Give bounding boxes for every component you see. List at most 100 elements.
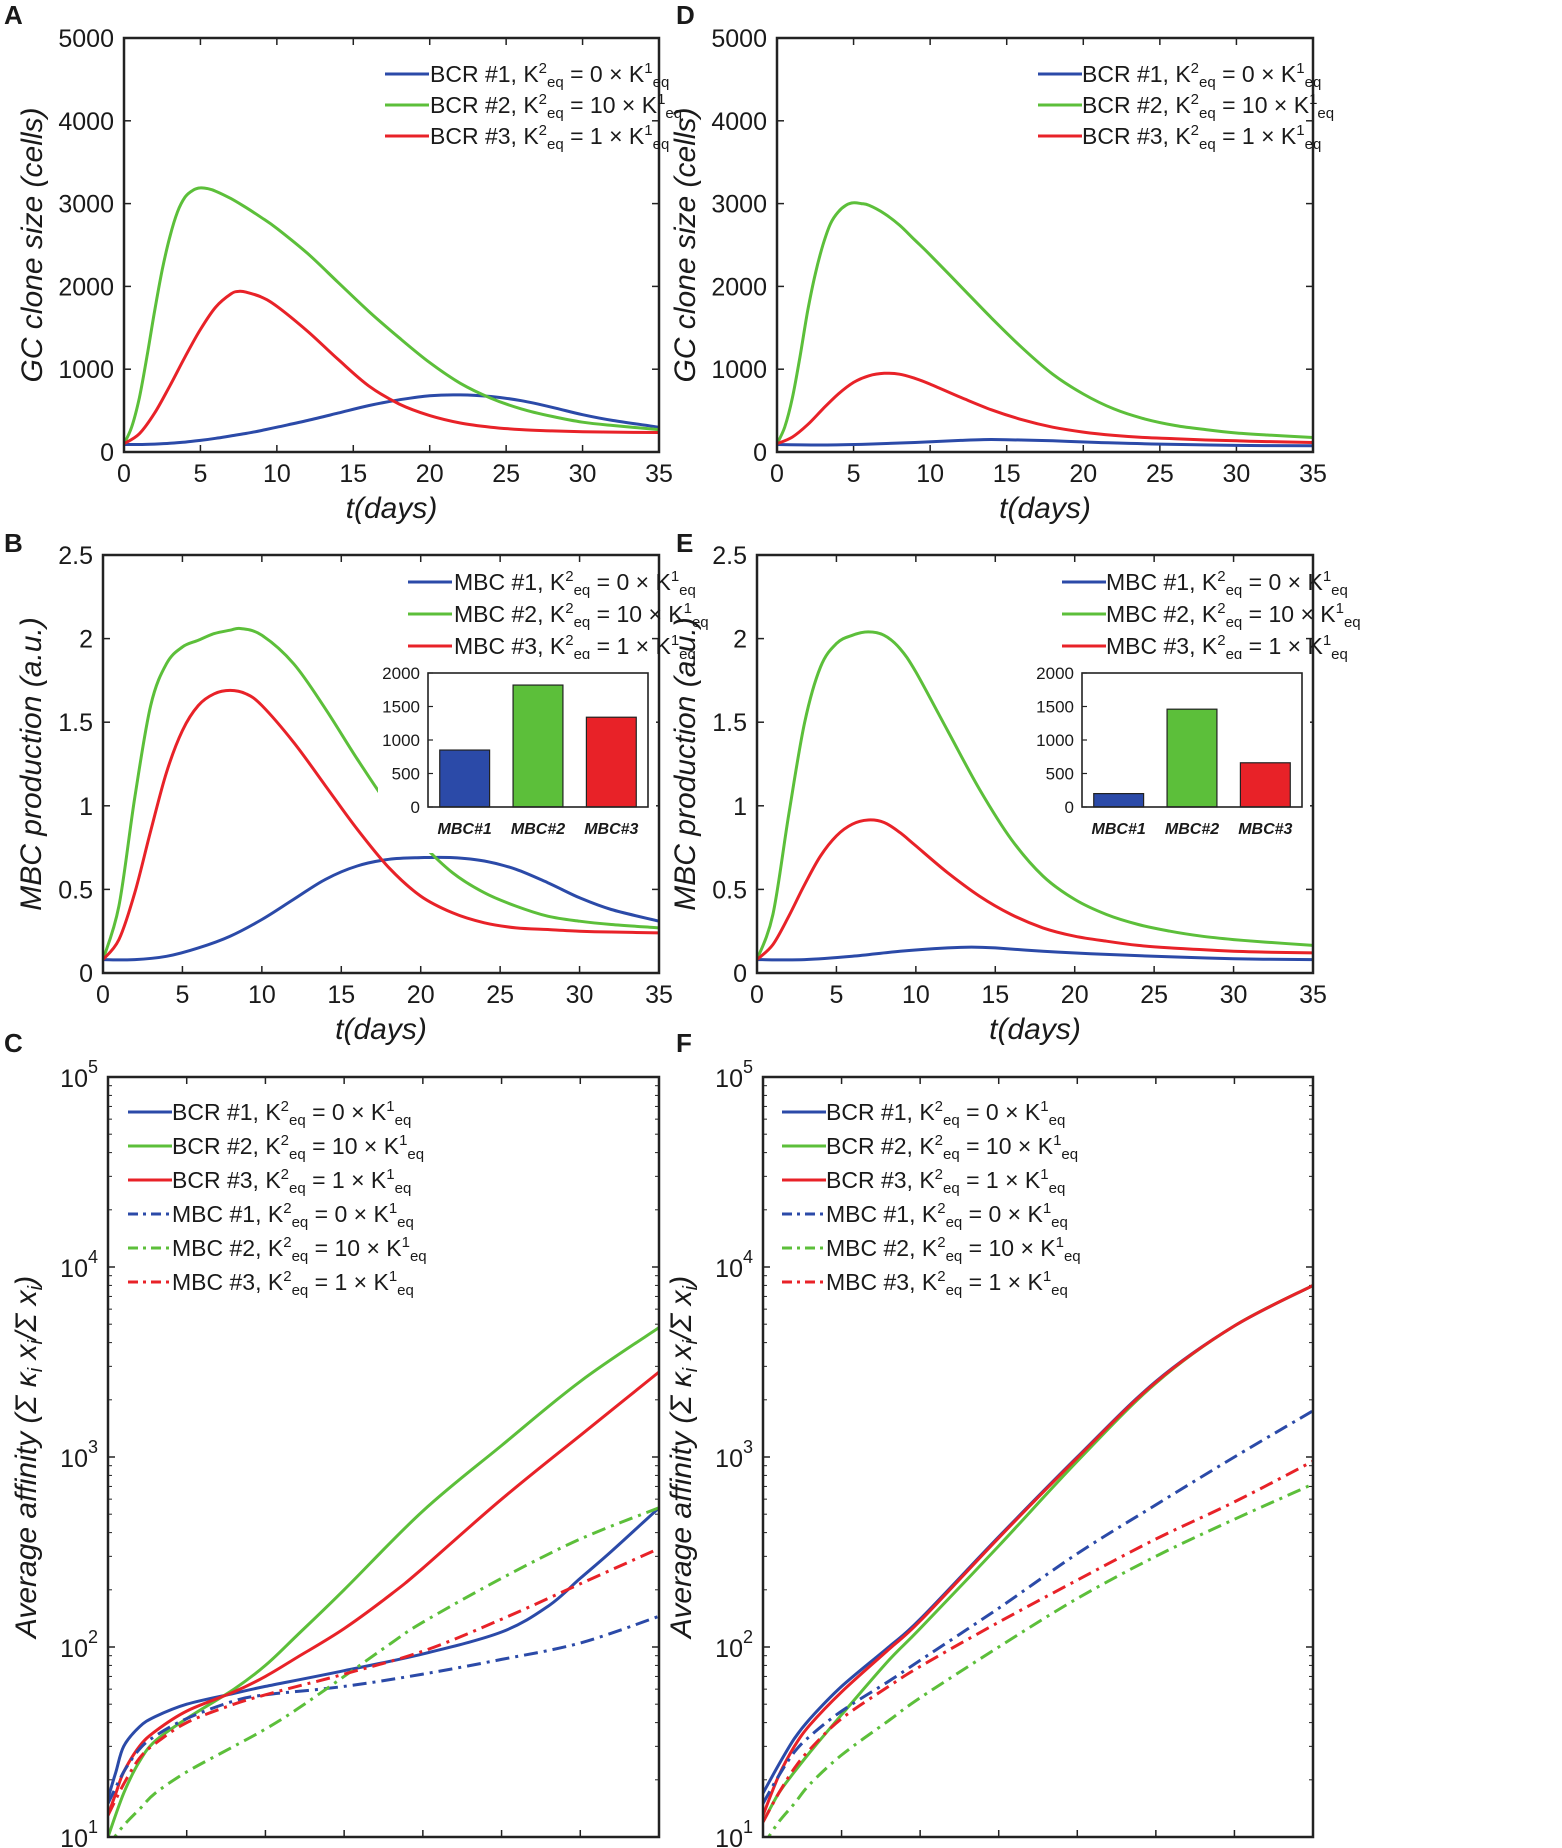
legend-entry-6: MBC #3, K2eq = 1 × K1eq: [826, 1268, 1068, 1299]
panel-letter: C: [4, 1028, 23, 1058]
y-axis-label: Average affinity (Σ κi xi/Σ xi): [10, 1276, 47, 1640]
legend-entry-4: MBC #1, K2eq = 0 × K1eq: [172, 1200, 414, 1231]
y-tick-label: 101: [60, 1817, 98, 1848]
legend-entry-1: BCR #1, K2eq = 0 × K1eq: [826, 1098, 1065, 1129]
inset-bar-2: [512, 684, 564, 808]
y-tick-label: 4000: [711, 108, 767, 136]
x-tick-label: 35: [645, 981, 673, 1009]
x-axis-label: t(days): [989, 1013, 1081, 1046]
inset-y-tick-label: 0: [1065, 798, 1074, 817]
inset-y-tick-label: 2000: [1036, 664, 1074, 683]
inset-y-tick-label: 2000: [382, 664, 420, 683]
y-tick-label: 103: [60, 1437, 98, 1473]
x-tick-label: 10: [906, 1845, 934, 1848]
panel-a: A 0 5 10 15 20 25 30 35 0 1000 2000 3000 4000 5000 t(da…: [4, 0, 682, 525]
series-group: [777, 201, 1313, 448]
y-tick-label: 1.5: [712, 709, 747, 737]
inset-category-label: MBC#2: [511, 821, 565, 838]
series-line-1: [124, 393, 659, 447]
legend-entry-2: BCR #2, K2eq = 10 × K1eq: [1082, 91, 1334, 122]
legend-entry-2: MBC #2, K2eq = 10 × K1eq: [454, 600, 709, 631]
inset-category-label: MBC#2: [1165, 821, 1219, 838]
series-line-1: [777, 438, 1313, 448]
y-tick-label: 3000: [711, 191, 767, 219]
y-tick-label: 3000: [58, 191, 114, 219]
y-tick-label: 2000: [58, 273, 114, 301]
inset-category-label: MBC#3: [584, 821, 638, 838]
inset-y-tick-label: 1500: [1036, 698, 1074, 717]
legend-entry-3: BCR #3, K2eq = 1 × K1eq: [826, 1166, 1065, 1197]
y-tick-label: 104: [715, 1247, 753, 1283]
plot-frame: [101, 553, 661, 975]
series-line-2: [777, 201, 1313, 445]
x-tick-label: 30: [1221, 1845, 1249, 1848]
series-line-2: [124, 186, 659, 445]
x-tick-label: 35: [645, 460, 673, 488]
x-tick-label: 15: [993, 460, 1021, 488]
y-tick-label: 0: [753, 439, 767, 467]
panel-f: F05101520253035101102103104105t(days)Ave…: [665, 1028, 1327, 1848]
x-tick-label: 20: [1069, 460, 1097, 488]
legend-entry-6: MBC #3, K2eq = 1 × K1eq: [172, 1268, 414, 1299]
legend-entry-3: MBC #3, K2eq = 1 × K1eq: [1106, 632, 1348, 663]
inset-y-tick-label: 0: [411, 798, 420, 817]
x-tick-label: 20: [409, 1845, 437, 1848]
x-tick-label: 15: [327, 981, 355, 1009]
x-tick-label: 5: [180, 1845, 194, 1848]
x-tick-label: 5: [175, 981, 189, 1009]
series-line-3: [763, 1284, 1313, 1816]
series-line-3: [103, 688, 659, 961]
panel-d: D 0 5 10 15 20 25 30 35 0 1000 2000 3000 4000 5000 t(da…: [669, 0, 1334, 525]
y-tick-label: 102: [715, 1627, 753, 1663]
inset-y-tick-label: 1000: [1036, 731, 1074, 750]
x-tick-label: 30: [1223, 460, 1251, 488]
y-axis-label: GC clone size (cells): [16, 107, 49, 382]
inset-bar-chart: 0 500 1000 1500 2000 MBC#1 MBC#2 MBC#3: [1032, 659, 1310, 853]
legend-entry-2: BCR #2, K2eq = 10 × K1eq: [826, 1132, 1078, 1163]
y-tick-label: 0: [79, 960, 93, 988]
y-tick-label: 102: [60, 1627, 98, 1663]
x-tick-label: 10: [252, 1845, 280, 1848]
series-group: [108, 1326, 659, 1837]
series-line-1: [103, 855, 659, 962]
series-line-1: [757, 945, 1313, 962]
x-axis-label: t(days): [335, 1013, 427, 1046]
legend-entry-1: BCR #1, K2eq = 0 × K1eq: [1082, 60, 1321, 91]
x-tick-label: 20: [1063, 1845, 1091, 1848]
inset-category-label: MBC#1: [1092, 821, 1146, 838]
x-tick-label: 0: [756, 1845, 770, 1848]
y-tick-label: 105: [715, 1057, 753, 1093]
y-tick-label: 5000: [58, 25, 114, 53]
inset-category-label: MBC#1: [438, 821, 492, 838]
y-tick-label: 1000: [711, 356, 767, 384]
inset-bar-1: [1093, 792, 1145, 808]
y-tick-label: 105: [60, 1057, 98, 1093]
x-tick-label: 35: [1299, 460, 1327, 488]
inset-y-tick-label: 500: [392, 765, 420, 784]
plot-frame: [106, 1075, 661, 1839]
x-tick-label: 25: [488, 1845, 516, 1848]
legend-entry-3: BCR #3, K2eq = 1 × K1eq: [1082, 122, 1321, 153]
legend-entry-5: MBC #2, K2eq = 10 × K1eq: [826, 1234, 1081, 1265]
y-tick-label: 101: [715, 1817, 753, 1848]
panel-letter: B: [4, 528, 23, 558]
x-tick-label: 10: [248, 981, 276, 1009]
series-group: [124, 186, 659, 447]
x-tick-label: 35: [1299, 1845, 1327, 1848]
series-group: [757, 630, 1313, 962]
y-tick-label: 0.5: [58, 876, 93, 904]
x-tick-label: 15: [985, 1845, 1013, 1848]
plot-frame: [775, 36, 1315, 454]
x-tick-label: 30: [569, 460, 597, 488]
legend-entry-1: MBC #1, K2eq = 0 × K1eq: [454, 568, 696, 599]
series-line-3: [757, 818, 1313, 961]
legend-entry-1: MBC #1, K2eq = 0 × K1eq: [1106, 568, 1348, 599]
y-tick-label: 103: [715, 1437, 753, 1473]
series-line-3: [124, 289, 659, 445]
y-axis-label: Average affinity (Σ κi xi/Σ xi): [665, 1276, 702, 1640]
x-tick-label: 5: [193, 460, 207, 488]
series-line-2: [757, 630, 1313, 961]
